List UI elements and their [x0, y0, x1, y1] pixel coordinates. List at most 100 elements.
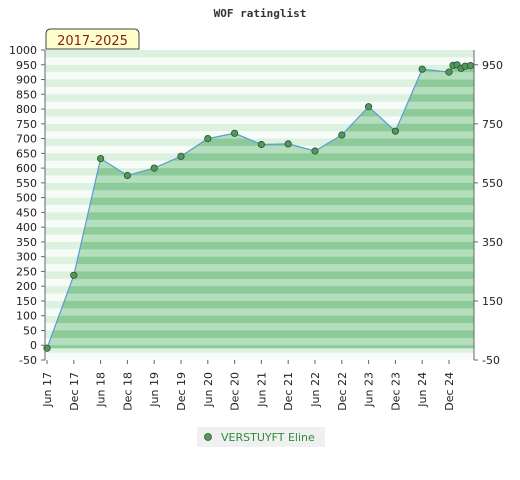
- background-band: [45, 57, 474, 65]
- data-point: [70, 271, 78, 279]
- x-tick-label: Jun 23: [363, 372, 376, 408]
- area-stripe: [47, 300, 474, 309]
- y-tick-label-right: 750: [482, 118, 503, 131]
- data-point: [177, 152, 185, 160]
- x-tick-label: Jun 18: [95, 372, 108, 408]
- background-band: [45, 345, 474, 353]
- y-tick-label: 150: [16, 295, 37, 308]
- x-ticks: Jun 17 Dec 17 Jun 18 Dec 18 Jun 19 Dec 19 Jun …: [41, 360, 456, 411]
- x-tick-label: Dec 22: [336, 372, 349, 411]
- legend-label: VERSTUYFT Eline: [221, 431, 315, 444]
- y-tick-label: 950: [16, 59, 37, 72]
- area-stripe: [47, 227, 474, 235]
- area-stripe: [47, 330, 474, 338]
- y-tick-label: 400: [16, 221, 37, 234]
- y-tick-label: 300: [16, 251, 37, 264]
- y-tick-label-right: 350: [482, 236, 503, 249]
- data-point: [445, 68, 453, 76]
- area-stripe: [47, 315, 474, 324]
- background-band: [45, 50, 474, 58]
- area-stripe: [47, 286, 474, 294]
- y-tick-label: 750: [16, 118, 37, 131]
- period-badge: 2017-2025: [45, 28, 140, 50]
- background-band: [45, 86, 474, 95]
- data-point: [123, 171, 132, 180]
- data-point: [338, 131, 346, 139]
- data-point: [150, 164, 158, 172]
- y-tick-label: 600: [16, 162, 37, 175]
- y-tick-label-right: 950: [482, 59, 503, 72]
- background-band: [45, 94, 474, 102]
- area-stripe: [47, 168, 474, 176]
- y-tick-label: 700: [16, 133, 37, 146]
- data-point: [231, 129, 239, 137]
- y-tick-label: -50: [19, 354, 37, 367]
- x-tick-label: Dec 23: [389, 372, 402, 411]
- y-tick-label: 50: [23, 324, 37, 337]
- y-tick-label: 850: [16, 88, 37, 101]
- y-tick-label: 250: [16, 265, 37, 278]
- background-band: [45, 79, 474, 87]
- series-area: [47, 64, 474, 349]
- background-band: [45, 352, 474, 360]
- x-tick-label: Jun 19: [148, 372, 161, 408]
- y-tick-label-right: 550: [482, 177, 503, 190]
- x-tick-label: Dec 21: [282, 372, 295, 411]
- data-point: [391, 127, 399, 135]
- x-tick-label: Dec 24: [443, 372, 456, 411]
- data-point: [466, 61, 474, 70]
- x-tick-label: Jun 17: [41, 372, 54, 408]
- area-stripe: [47, 197, 474, 205]
- area-stripe: [47, 271, 474, 279]
- legend-marker: [204, 433, 212, 441]
- data-point: [284, 140, 292, 148]
- y-tick-label: 1000: [9, 44, 37, 57]
- x-tick-label: Jun 20: [202, 372, 215, 408]
- background-band: [45, 123, 474, 132]
- x-tick-label: Jun 24: [416, 372, 429, 408]
- legend: VERSTUYFT Eline: [197, 427, 325, 447]
- background-band: [45, 109, 474, 117]
- y-tick-label: 550: [16, 177, 37, 190]
- y-tick-label: 450: [16, 206, 37, 219]
- background-band: [45, 131, 474, 139]
- y-tick-label: 900: [16, 74, 37, 87]
- data-point: [97, 155, 105, 163]
- x-tick-label: Dec 17: [68, 372, 81, 411]
- area-stripe: [47, 153, 474, 161]
- chart-title: WOF ratinglist: [214, 7, 307, 20]
- area-stripe: [47, 212, 474, 220]
- background-band: [45, 72, 474, 80]
- data-point: [311, 147, 319, 155]
- x-tick-label: Dec 18: [121, 372, 134, 411]
- data-point: [257, 140, 265, 149]
- x-tick-label: Jun 22: [309, 372, 322, 408]
- data-point: [364, 103, 373, 111]
- y-tick-label: 800: [16, 103, 37, 116]
- data-point: [204, 135, 212, 143]
- background-band: [45, 101, 474, 110]
- area-stripe: [47, 182, 474, 191]
- data-markers: [43, 61, 474, 352]
- x-tick-label: Dec 19: [175, 372, 188, 411]
- background-band: [45, 64, 474, 73]
- area-stripe: [47, 256, 474, 265]
- area-stripe: [47, 241, 474, 250]
- x-tick-label: Dec 20: [229, 372, 242, 411]
- y-tick-label: 100: [16, 310, 37, 323]
- background-band: [45, 116, 474, 124]
- y-tick-label: 650: [16, 147, 37, 160]
- y-tick-label-right: 150: [482, 295, 503, 308]
- y-tick-label-right: -50: [482, 354, 500, 367]
- y-tick-label: 500: [16, 192, 37, 205]
- y-tick-label: 200: [16, 280, 37, 293]
- x-tick-label: Jun 21: [255, 372, 268, 408]
- y-tick-label: 350: [16, 236, 37, 249]
- y-ticks-right: -50 150 350 550 750 950: [474, 59, 503, 367]
- y-tick-label: 0: [30, 339, 37, 352]
- period-label: 2017-2025: [57, 34, 128, 49]
- y-ticks-left: -500501001502002503003504004505005506006…: [9, 44, 45, 367]
- data-point: [418, 65, 426, 73]
- area-stripe: [47, 345, 474, 349]
